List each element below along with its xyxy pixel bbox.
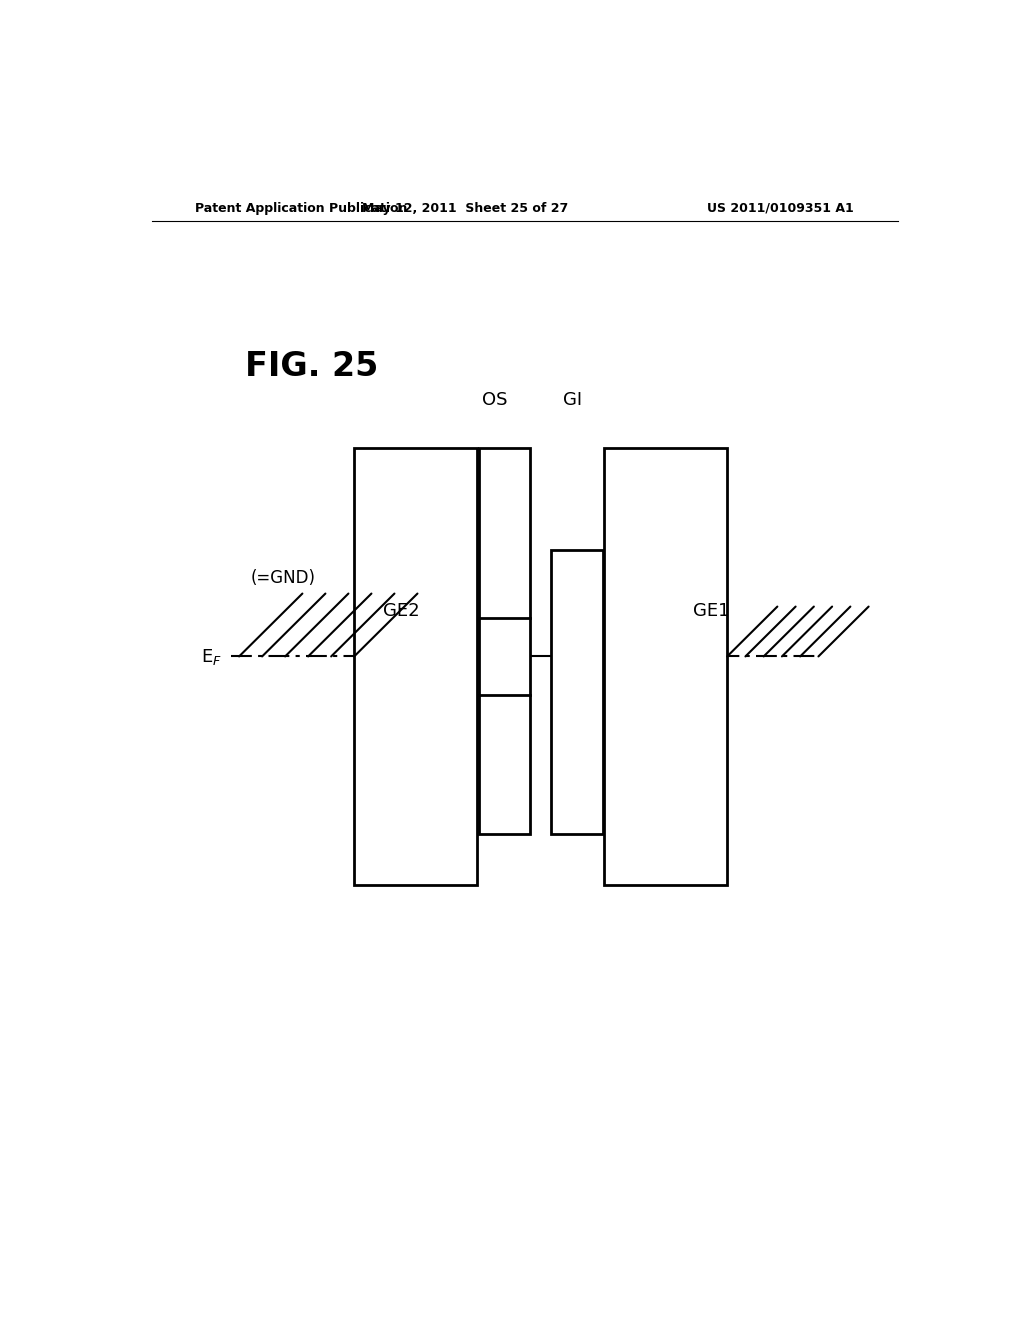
Bar xyxy=(604,447,727,886)
Text: FIG. 25: FIG. 25 xyxy=(246,350,379,383)
Text: GE2: GE2 xyxy=(383,602,420,619)
Text: May 12, 2011  Sheet 25 of 27: May 12, 2011 Sheet 25 of 27 xyxy=(362,202,568,215)
Bar xyxy=(479,447,530,834)
Bar xyxy=(354,447,477,886)
Text: GE1: GE1 xyxy=(693,602,729,619)
Text: GI: GI xyxy=(563,392,582,409)
Text: Patent Application Publication: Patent Application Publication xyxy=(196,202,408,215)
Text: E$_F$: E$_F$ xyxy=(201,647,221,668)
Text: OS: OS xyxy=(482,392,508,409)
Text: US 2011/0109351 A1: US 2011/0109351 A1 xyxy=(708,202,854,215)
Bar xyxy=(551,549,602,834)
Text: (=GND): (=GND) xyxy=(250,569,315,587)
